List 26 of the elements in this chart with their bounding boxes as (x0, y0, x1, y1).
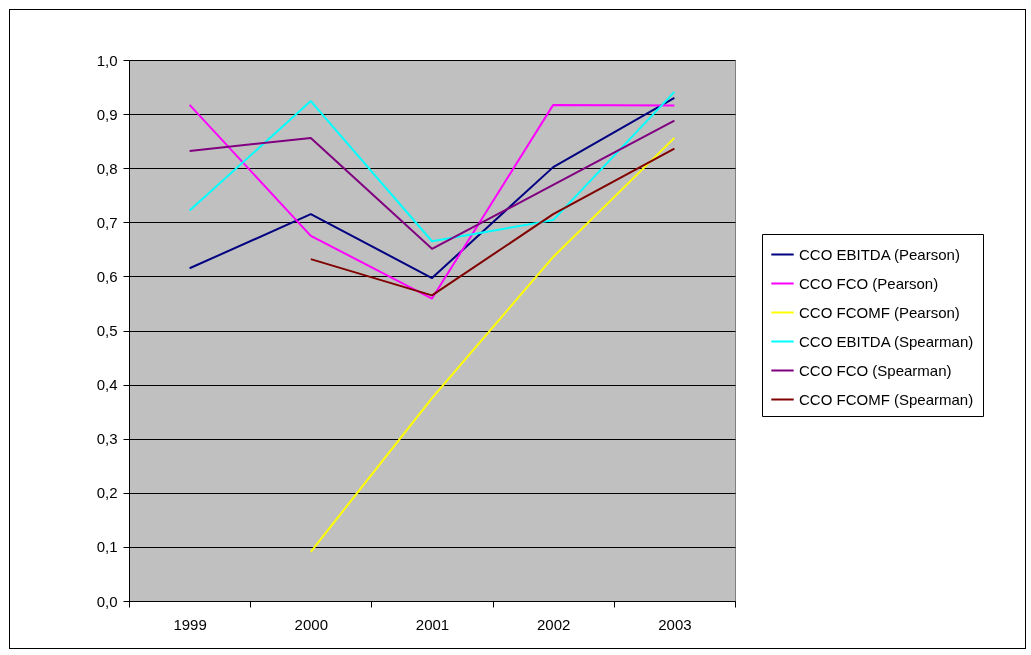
legend-label: CCO FCO (Spearman) (799, 361, 952, 379)
x-tick-label: 2000 (294, 615, 328, 633)
y-tick-label: 0,6 (96, 267, 118, 285)
y-tick-label: 0,3 (96, 430, 118, 448)
y-tick-label: 0,7 (96, 213, 118, 231)
y-tick-label: 0,8 (96, 159, 118, 177)
legend-label: CCO FCO (Pearson) (799, 274, 939, 292)
x-tick-label: 2001 (415, 615, 450, 633)
x-tick-label: 2003 (658, 615, 692, 633)
x-tick-label: 1999 (173, 615, 207, 633)
line-series (188, 90, 676, 243)
y-tick-label: 0,0 (96, 592, 118, 610)
y-tick-label: 0,1 (96, 538, 118, 556)
legend-label: CCO EBITDA (Pearson) (799, 245, 960, 263)
y-tick-label: 0,2 (96, 484, 118, 502)
line-series (309, 136, 676, 553)
line-series (188, 119, 676, 250)
legend-label: CCO FCOMF (Pearson) (799, 303, 960, 321)
x-tick-label: 2002 (537, 615, 571, 633)
line-series (309, 147, 676, 297)
y-tick-label: 0,4 (96, 376, 118, 394)
y-tick-label: 0,5 (96, 322, 118, 339)
y-tick-label: 0,9 (96, 105, 118, 123)
legend-label: CCO FCOMF (Spearman) (799, 390, 974, 408)
y-tick-label: 1,0 (96, 51, 118, 69)
legend-label: CCO EBITDA (Spearman) (799, 332, 974, 350)
